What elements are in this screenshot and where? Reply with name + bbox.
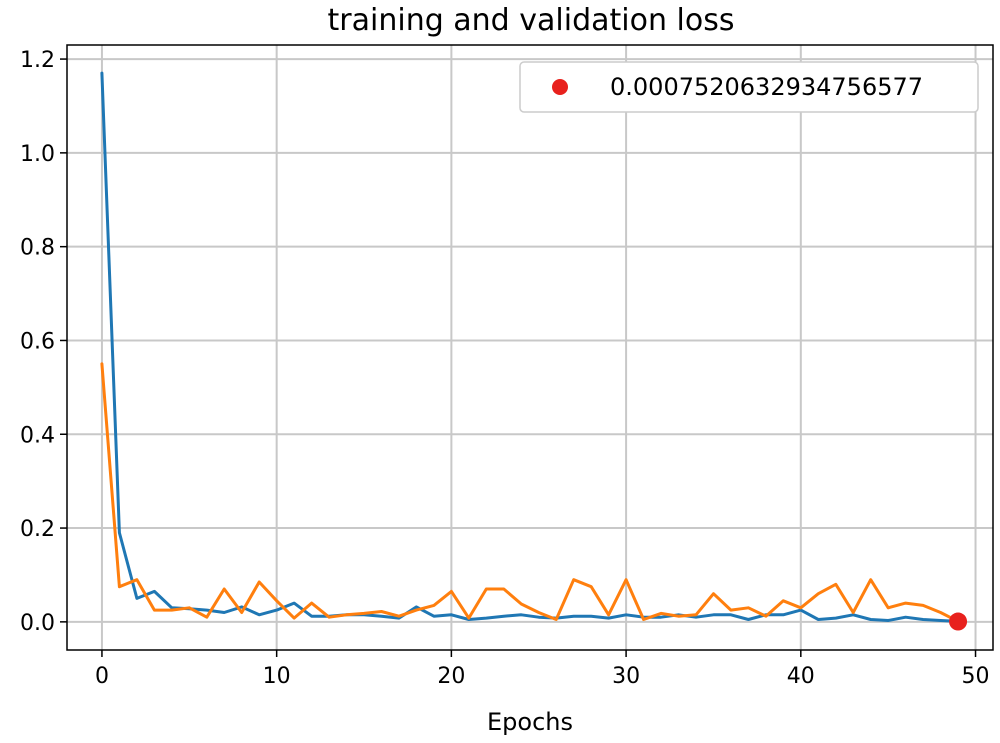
series-lines	[100, 71, 960, 623]
series-line-2	[100, 362, 960, 623]
x-tick-label: 0	[95, 664, 109, 689]
x-tick-label: 20	[437, 664, 465, 689]
final-value-marker-layer	[949, 612, 968, 631]
plot-frame	[66, 44, 994, 651]
y-tick-label: 1.0	[20, 142, 55, 167]
series-line-1	[100, 71, 960, 623]
x-axis-ticks: 0 10 20 30 40 50	[95, 650, 990, 689]
y-tick-label: 0.6	[20, 329, 55, 354]
final-value-marker	[949, 612, 968, 631]
y-tick-label: 0.0	[20, 611, 55, 636]
chart-title: training and validation loss	[328, 3, 735, 38]
x-axis-label: Epochs	[487, 708, 573, 736]
x-tick-label: 50	[962, 664, 990, 689]
x-tick-label: 40	[787, 664, 815, 689]
y-tick-label: 0.4	[20, 423, 55, 448]
legend: 0.0007520632934756577	[519, 61, 979, 113]
legend-marker-icon	[552, 79, 568, 95]
x-tick-label: 10	[263, 664, 291, 689]
legend-box	[519, 61, 979, 113]
legend-label: 0.0007520632934756577	[610, 73, 923, 101]
y-tick-label: 0.2	[20, 517, 55, 542]
y-tick-label: 1.2	[20, 48, 55, 73]
y-axis-ticks: 0.0 0.2 0.4 0.6 0.8 1.0 1.2	[20, 48, 67, 636]
grid-lines	[67, 45, 993, 650]
x-tick-label: 30	[612, 664, 640, 689]
y-tick-label: 0.8	[20, 236, 55, 261]
